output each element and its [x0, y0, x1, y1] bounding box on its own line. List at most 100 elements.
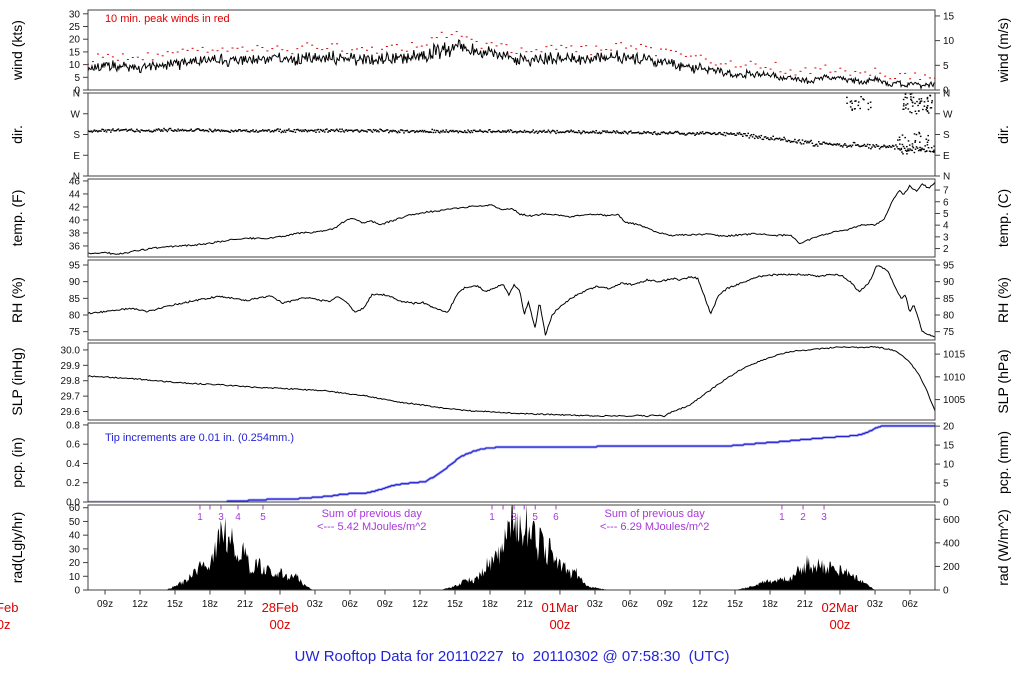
x-tick-label: 21z: [237, 599, 253, 610]
axis-label-left: dir.: [9, 125, 25, 144]
sum-previous-day-annotation: <--- 5.42 MJoules/m^2: [317, 521, 426, 533]
x-tick-label: 18z: [482, 599, 498, 610]
panel-frame: [87, 504, 936, 591]
precip-line: [88, 425, 935, 502]
axis-label-left: SLP (inHg): [9, 347, 25, 415]
x-tick-label: 12z: [412, 599, 428, 610]
mjoules-tick-label: 2: [800, 512, 806, 523]
y-tick-label: 7: [943, 186, 949, 197]
x-tick-label: 12z: [692, 599, 708, 610]
y-tick-label: 5: [943, 61, 949, 72]
y-tick-label: 0: [943, 498, 949, 509]
x-tick-label: 03z: [307, 599, 323, 610]
y-tick-label: 0.2: [66, 478, 80, 489]
y-tick-label: 400: [943, 538, 960, 549]
panel-series: [88, 182, 935, 255]
sum-previous-day-annotation: Sum of previous day: [605, 508, 706, 520]
y-tick-label: W: [71, 109, 81, 120]
y-tick-label: 38: [69, 228, 81, 239]
y-tick-label: 10: [69, 60, 81, 71]
y-tick-label: E: [73, 151, 80, 162]
y-tick-label: 85: [943, 294, 955, 305]
y-tick-label: S: [943, 130, 950, 141]
y-tick-label: 0.6: [66, 440, 80, 451]
mjoules-tick-label: 4: [235, 512, 241, 523]
wind-speed-line: [88, 39, 935, 90]
x-tick-label: 15z: [447, 599, 463, 610]
x-date-label: 02Mar: [822, 600, 860, 615]
x-tick-label: 06z: [342, 599, 358, 610]
y-tick-label: 10: [943, 36, 955, 47]
panel-series: [88, 31, 935, 90]
x-tick-label: 09z: [657, 599, 673, 610]
y-tick-label: E: [943, 151, 950, 162]
panel-frame: [87, 178, 936, 258]
mjoules-tick-label: 5: [260, 512, 266, 523]
y-tick-label: 90: [69, 277, 81, 288]
mjoules-tick-label: 1: [489, 512, 495, 523]
peak-wind-dots: [88, 31, 935, 80]
axis-label-right: pcp. (mm): [995, 431, 1011, 494]
y-tick-label: 1015: [943, 350, 966, 361]
y-tick-label: N: [943, 89, 950, 100]
panel-frame: [87, 259, 936, 341]
y-tick-label: 75: [943, 327, 955, 338]
y-tick-label: 0.8: [66, 420, 80, 431]
y-tick-label: S: [73, 130, 80, 141]
y-tick-label: 75: [69, 327, 81, 338]
x-tick-label: 21z: [517, 599, 533, 610]
panel-series: [167, 505, 875, 590]
x-tick-label: 18z: [762, 599, 778, 610]
x-date-label-hour: 00z: [270, 617, 291, 632]
y-tick-label: 5: [943, 479, 949, 490]
x-tick-label: 06z: [622, 599, 638, 610]
y-tick-label: 200: [943, 562, 960, 573]
axis-label-right: rad (W/m^2): [995, 509, 1011, 586]
rh-line: [88, 265, 935, 338]
y-tick-label: 10: [943, 460, 955, 471]
mjoules-tick-label: 1: [197, 512, 203, 523]
y-tick-label: 46: [69, 176, 81, 187]
y-tick-label: 1010: [943, 372, 966, 383]
x-tick-label: 09z: [377, 599, 393, 610]
x-date-label: 27Feb: [0, 600, 18, 615]
y-tick-label: 6: [943, 197, 949, 208]
y-tick-label: W: [943, 109, 953, 120]
y-tick-label: 20: [69, 35, 81, 46]
mjoules-tick-label: 3: [821, 512, 827, 523]
panel-frame: [87, 92, 936, 177]
y-tick-label: 0: [74, 586, 80, 597]
x-axis: 27Feb 00z 09z 12z 15z 18z 21z 28Feb 00z 03z 06z 09z…: [0, 590, 918, 632]
axis-label-right: SLP (hPa): [995, 349, 1011, 413]
y-tick-label: N: [73, 172, 80, 183]
y-tick-label: 3: [943, 232, 949, 243]
mjoules-tick-label: 3: [218, 512, 224, 523]
y-tick-label: 60: [69, 503, 81, 514]
chart-title: UW Rooftop Data for 20110227 to 20110302…: [294, 648, 730, 665]
y-tick-label: 1005: [943, 395, 966, 406]
y-tick-label: 29.6: [61, 407, 81, 418]
y-tick-label: 0.4: [66, 459, 80, 470]
y-tick-label: 15: [943, 441, 955, 452]
pcp-annotation: Tip increments are 0.01 in. (0.254mm.): [105, 432, 294, 444]
y-tick-label: 95: [943, 261, 955, 272]
y-tick-label: 40: [69, 215, 81, 226]
panel-frame: [87, 422, 936, 503]
y-tick-label: 5: [74, 73, 80, 84]
axis-label-left: rad(Lgly/hr): [9, 512, 25, 584]
radiation-fill: [167, 505, 875, 590]
mjoules-tick-label: 1: [779, 512, 785, 523]
y-tick-label: 4: [943, 221, 949, 232]
panel-slp: 30.0 29.9 29.8 29.7 29.6 1015 1010 1005 SLP (inH…: [9, 342, 1011, 421]
axis-label-right: wind (m/s): [995, 18, 1011, 84]
panel-pcp: 0.8 0.6 0.4 0.2 0.0 20 15 10 5 0 pcp. (in) pcp. (mm…: [9, 420, 1011, 508]
wind-direction-dots: [88, 93, 935, 155]
axis-label-left: pcp. (in): [9, 437, 25, 488]
x-date-label-hour: 00z: [0, 617, 10, 632]
axis-label-right: dir.: [995, 125, 1011, 144]
x-tick-label: 21z: [797, 599, 813, 610]
